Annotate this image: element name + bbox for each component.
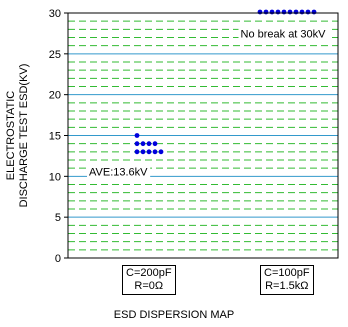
annotation-label: AVE:13.6kV: [89, 166, 148, 178]
data-point: [140, 141, 146, 147]
data-point: [134, 133, 140, 138]
annotation-background: [238, 27, 329, 42]
data-point: [152, 149, 158, 155]
data-point: [158, 149, 164, 155]
y-tick-label: 20: [49, 90, 61, 102]
y-axis-label-line-1: ELECTROSTATIC: [5, 91, 17, 180]
chart-title: ESD DISPERSION MAP: [113, 309, 235, 321]
data-point: [299, 9, 305, 15]
data-point: [152, 141, 158, 147]
y-tick-label: 5: [55, 212, 61, 224]
y-tick-label: 0: [55, 253, 61, 265]
data-point: [293, 9, 299, 15]
data-point: [311, 9, 317, 15]
data-point: [257, 9, 263, 15]
data-point: [287, 9, 293, 15]
data-point: [134, 141, 140, 147]
y-tick-layer: 0 5 10 15 20 25 30: [49, 8, 68, 265]
annotation-label: No break at 30kV: [241, 28, 327, 40]
y-axis-label-line-2: DISCHARGE TEST ESD(KV): [18, 64, 30, 208]
y-tick-label: 30: [49, 8, 61, 20]
grid-layer: [68, 20, 338, 251]
category-1-line-2: R=1.5kΩ: [265, 280, 309, 292]
y-tick-label: 25: [49, 49, 61, 61]
category-1-line-1: C=100pF: [264, 267, 310, 279]
data-point: [305, 9, 311, 15]
category-0-line-2: R=0Ω: [134, 280, 164, 292]
category-0-line-1: C=200pF: [126, 267, 172, 279]
data-point: [275, 9, 281, 15]
annotation-layer: No break at 30kV AVE:13.6kV: [87, 27, 329, 180]
data-point: [269, 9, 275, 15]
data-point: [146, 141, 152, 147]
y-tick-label: 15: [49, 131, 61, 143]
data-point: [263, 9, 269, 15]
category-label-c200pf: C=200pF R=0Ω: [122, 265, 176, 295]
data-point: [134, 149, 140, 155]
annotation-background: [87, 165, 151, 180]
category-label-c100pf: C=100pF R=1.5kΩ: [260, 265, 314, 295]
y-tick-label: 10: [49, 171, 61, 183]
plot-frame: [67, 12, 339, 259]
data-point: [140, 149, 146, 155]
data-point: [281, 9, 287, 15]
data-point: [146, 149, 152, 155]
